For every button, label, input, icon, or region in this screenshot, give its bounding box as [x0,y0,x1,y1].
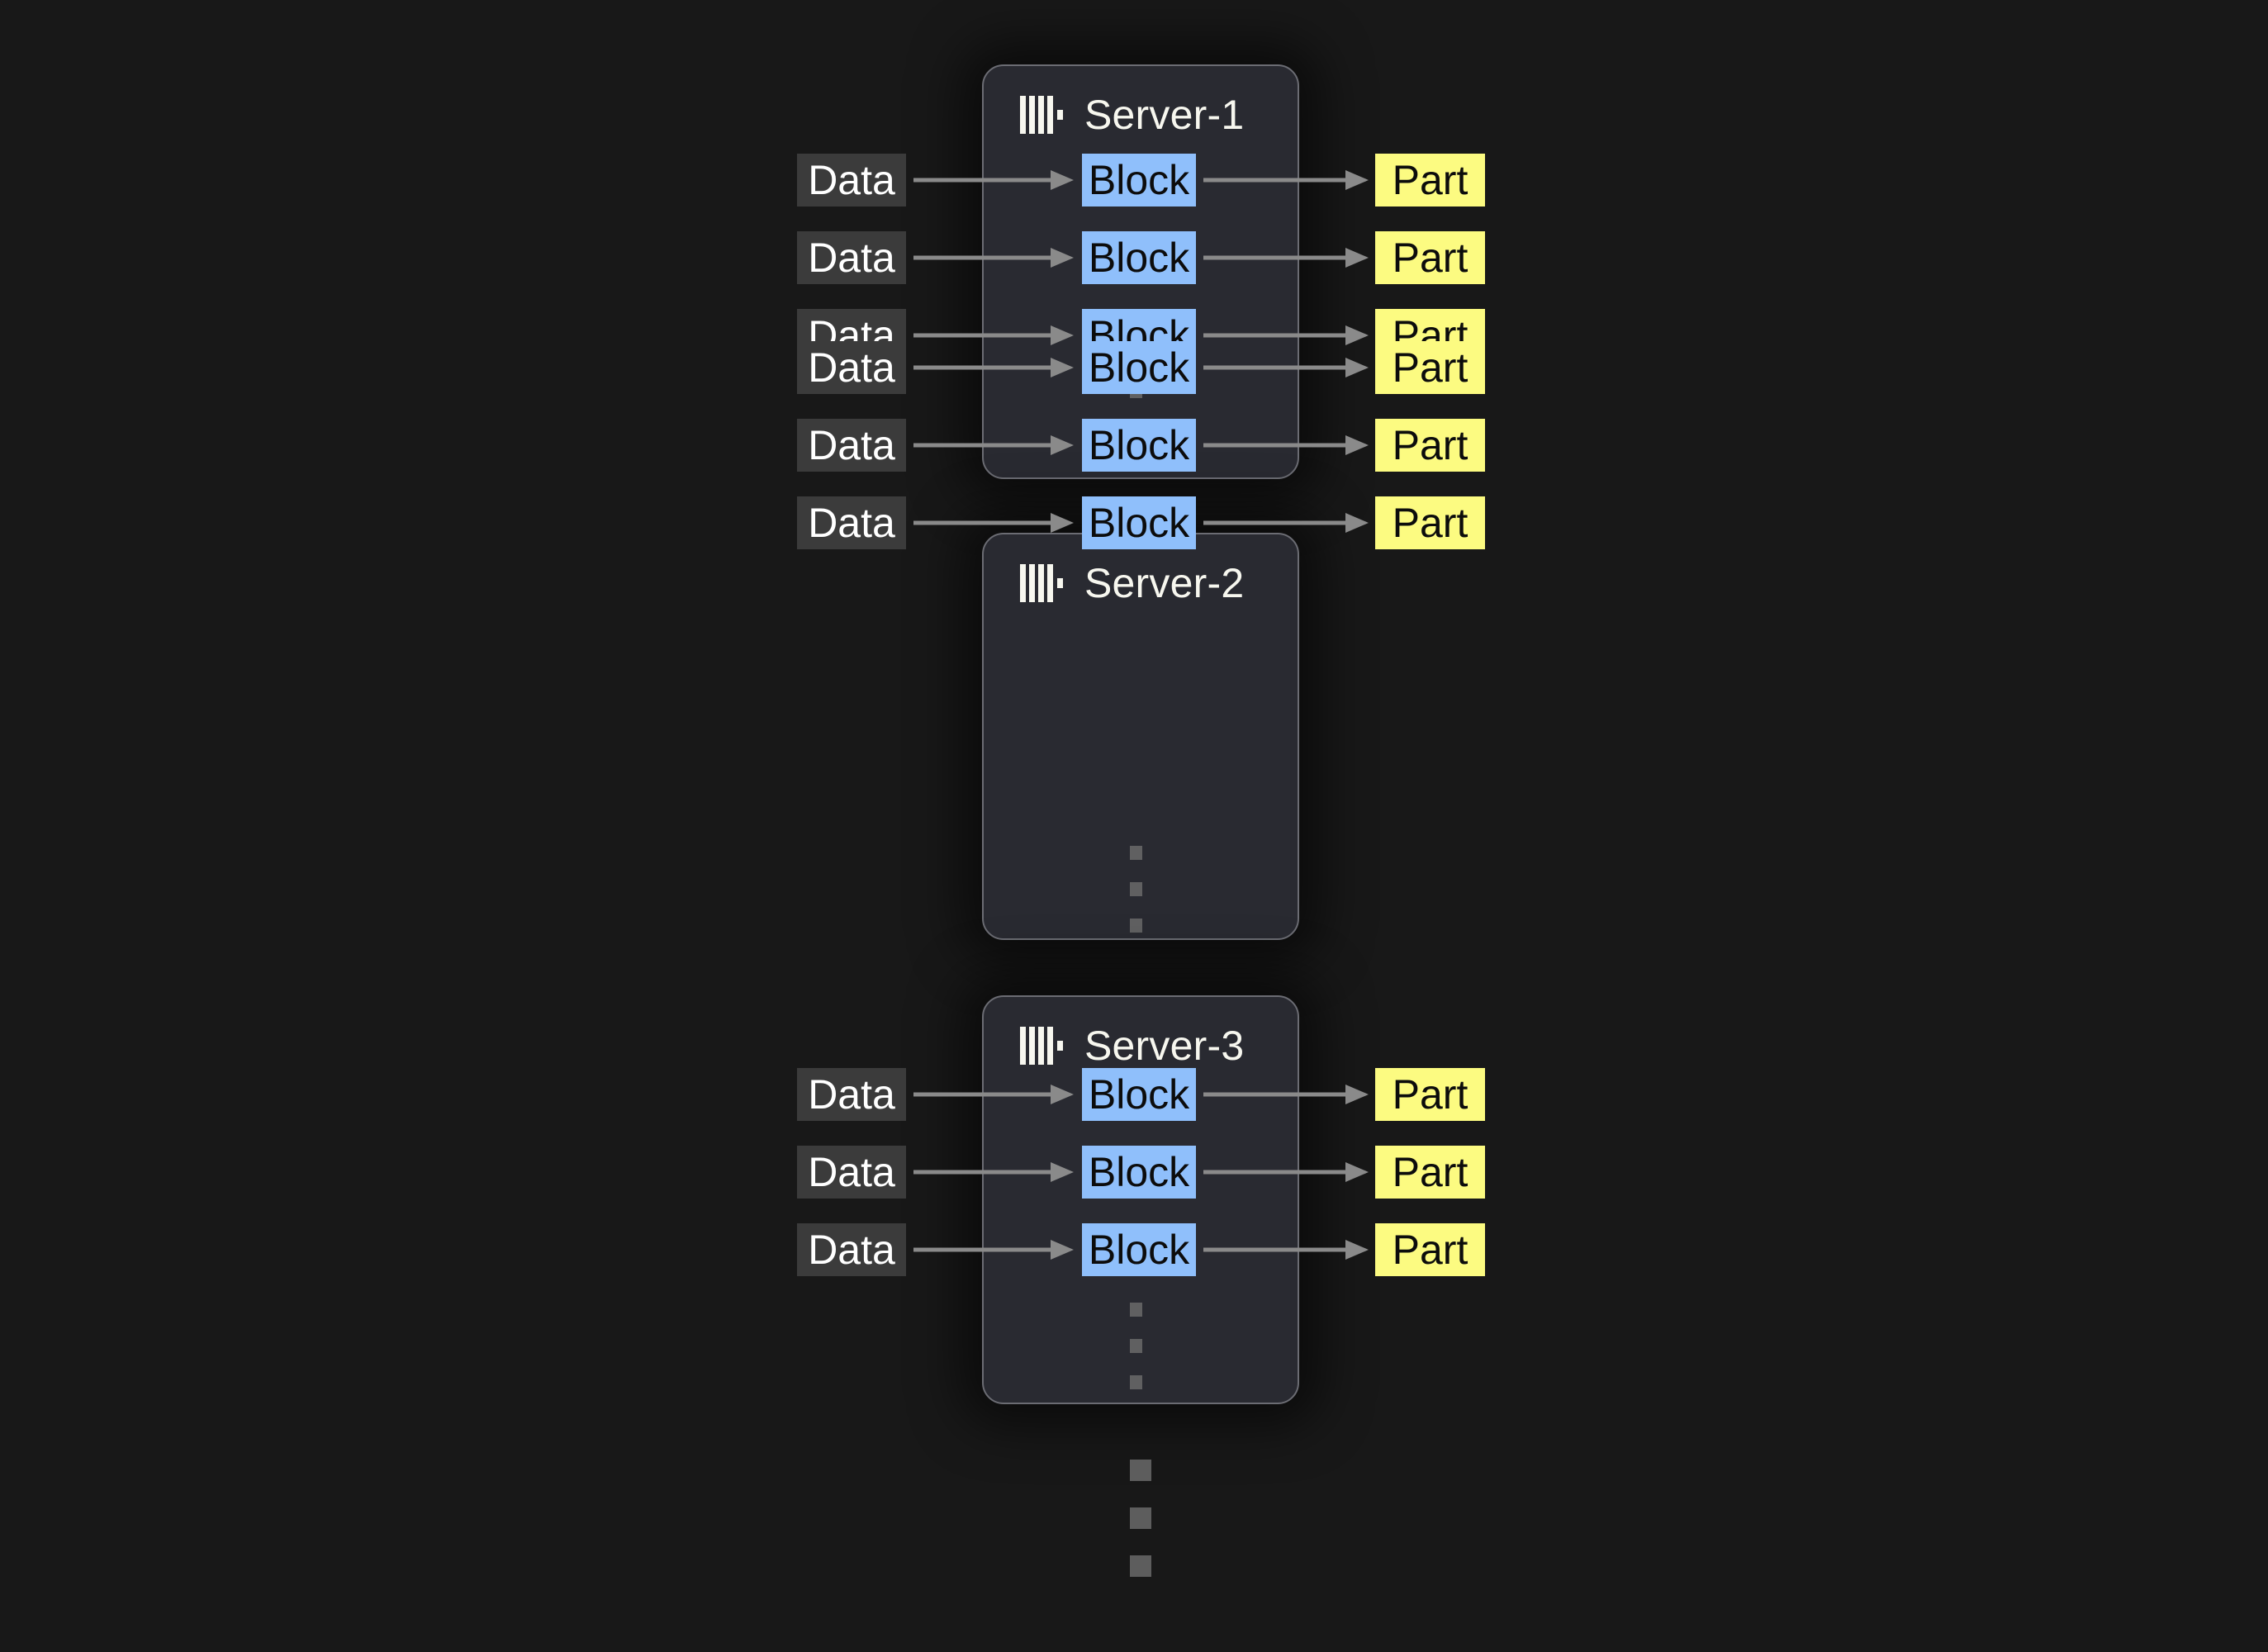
block-box-label: Block [1088,422,1190,468]
ellipsis-dot [1130,1460,1151,1481]
server-bars-icon [1020,564,1063,602]
server-card-2[interactable]: Server-2 [982,533,1299,940]
ellipsis-dot [1130,1555,1151,1577]
server-1-title-label: Server-1 [1084,92,1245,138]
part-box-label: Part [1392,344,1469,391]
block-box[interactable]: Block [1082,1068,1196,1121]
block-box-label: Block [1088,1149,1190,1195]
data-box-label: Data [808,500,895,546]
part-box[interactable]: Part [1375,154,1485,206]
server-bars-icon [1020,96,1063,134]
server-3-title: Server-3 [1020,1025,1244,1066]
part-box[interactable]: Part [1375,1146,1485,1199]
data-box-label: Data [808,235,895,281]
part-box[interactable]: Part [1375,419,1485,472]
block-box[interactable]: Block [1082,1146,1196,1199]
block-box[interactable]: Block [1082,496,1196,549]
part-box[interactable]: Part [1375,1068,1485,1121]
part-box-label: Part [1392,1149,1469,1195]
server-2-title: Server-2 [1020,563,1244,604]
part-box-label: Part [1392,1071,1469,1118]
arrow-block-to-part [1203,510,1369,535]
block-box-label: Block [1088,157,1190,203]
part-box[interactable]: Part [1375,496,1485,549]
data-box[interactable]: Data [797,231,906,284]
ellipsis-dot [1130,1375,1142,1389]
server-card-3[interactable]: Server-3 [982,995,1299,1404]
ellipsis-dot [1130,1303,1142,1317]
block-box[interactable]: Block [1082,419,1196,472]
data-box[interactable]: Data [797,1223,906,1276]
data-box[interactable]: Data [797,1068,906,1121]
data-box-label: Data [808,344,895,391]
data-box[interactable]: Data [797,341,906,394]
part-box[interactable]: Part [1375,231,1485,284]
data-box-label: Data [808,1149,895,1195]
ellipsis-dot [1130,919,1142,933]
block-box-label: Block [1088,1071,1190,1118]
block-box-label: Block [1088,500,1190,546]
arrow-data-to-block [913,510,1074,535]
data-box[interactable]: Data [797,419,906,472]
block-box[interactable]: Block [1082,1223,1196,1276]
data-box[interactable]: Data [797,496,906,549]
block-box-label: Block [1088,344,1190,391]
block-box-label: Block [1088,235,1190,281]
more-servers-ellipsis [1130,1460,1151,1577]
block-box[interactable]: Block [1082,154,1196,206]
server-3-more-blocks-ellipsis [1130,1303,1142,1389]
part-box[interactable]: Part [1375,341,1485,394]
block-box[interactable]: Block [1082,231,1196,284]
data-box-label: Data [808,1227,895,1273]
data-box-label: Data [808,1071,895,1118]
part-box[interactable]: Part [1375,1223,1485,1276]
part-box-label: Part [1392,1227,1469,1273]
data-box-label: Data [808,157,895,203]
part-box-label: Part [1392,157,1469,203]
block-box[interactable]: Block [1082,341,1196,394]
part-box-label: Part [1392,235,1469,281]
ellipsis-dot [1130,882,1142,896]
data-box-label: Data [808,422,895,468]
server-3-title-label: Server-3 [1084,1023,1245,1069]
data-box[interactable]: Data [797,1146,906,1199]
part-box-label: Part [1392,422,1469,468]
server-2-title-label: Server-2 [1084,560,1245,606]
server-bars-icon [1020,1027,1063,1065]
server-1-title: Server-1 [1020,94,1244,135]
server-2-more-blocks-ellipsis [1130,846,1142,933]
ellipsis-dot [1130,846,1142,860]
block-box-label: Block [1088,1227,1190,1273]
ellipsis-dot [1130,1507,1151,1529]
ellipsis-dot [1130,1339,1142,1353]
part-box-label: Part [1392,500,1469,546]
data-box[interactable]: Data [797,154,906,206]
